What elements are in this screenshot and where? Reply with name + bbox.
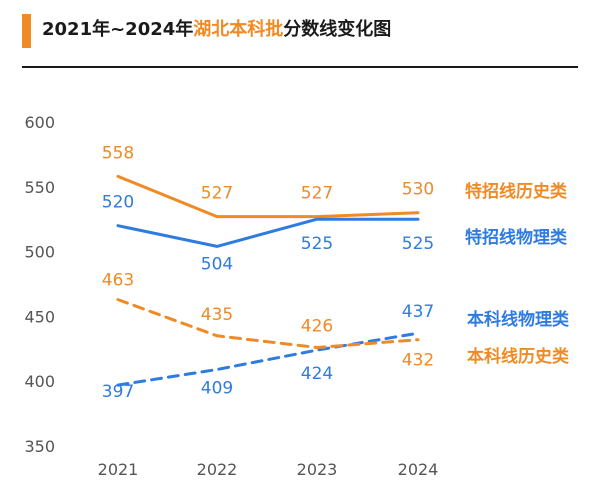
data-label-s2-2023: 525 (301, 234, 333, 254)
data-label-s1-2024: 530 (402, 180, 434, 200)
chart-title: 2021年~2024年湖北本科批分数线变化图 (42, 17, 391, 43)
data-label-s1-2021: 558 (102, 143, 134, 163)
series-label-1: 特招线历史类 (465, 181, 568, 202)
data-label-s3-2021: 397 (102, 382, 134, 402)
data-label-s3-2022: 409 (201, 379, 233, 399)
data-label-s1-2022: 527 (201, 184, 233, 204)
x-tick-label-2022: 2022 (197, 460, 238, 479)
y-tick-label-500: 500 (24, 243, 55, 262)
y-tick-label-450: 450 (24, 307, 55, 326)
series-label-4: 本科线历史类 (467, 346, 570, 367)
y-tick-label-350: 350 (24, 437, 55, 456)
data-label-s4-2023: 426 (301, 317, 333, 337)
series-line-1 (116, 174, 420, 219)
x-tick-label-2021: 2021 (98, 460, 139, 479)
data-label-s1-2023: 527 (301, 184, 333, 204)
title-accent-bar (22, 14, 31, 48)
y-tick-label-400: 400 (24, 372, 55, 391)
series-line-3 (116, 331, 420, 387)
title-suffix: 分数线变化图 (283, 19, 392, 40)
y-tick-label-550: 550 (24, 178, 55, 197)
title-prefix: 2021年~2024年 (42, 19, 194, 40)
data-label-s3-2023: 424 (301, 364, 333, 384)
data-label-s2-2021: 520 (102, 193, 134, 213)
data-label-s2-2022: 504 (201, 254, 233, 274)
x-tick-label-2023: 2023 (297, 460, 338, 479)
x-tick-label-2024: 2024 (398, 460, 439, 479)
title-divider (22, 66, 578, 68)
series-label-3: 本科线物理类 (467, 309, 570, 330)
data-label-s3-2024: 437 (402, 302, 434, 322)
data-label-s4-2024: 432 (402, 351, 434, 371)
series-line-2 (116, 217, 420, 248)
data-label-s2-2024: 525 (402, 234, 434, 254)
data-label-s4-2022: 435 (201, 305, 233, 325)
series-label-2: 特招线物理类 (465, 227, 568, 248)
series-line-4 (116, 298, 420, 349)
y-tick-label-600: 600 (24, 113, 55, 132)
data-label-s4-2021: 463 (102, 271, 134, 291)
title-highlight: 湖北本科批 (193, 19, 284, 40)
